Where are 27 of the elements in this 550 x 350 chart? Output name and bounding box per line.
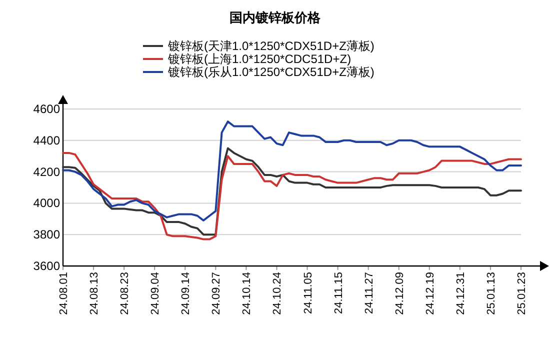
legend-label: 镀锌板(天津1.0*1250*CDX51D+Z薄板)	[167, 39, 374, 53]
y-tick-label: 4000	[33, 196, 60, 210]
x-tick-label: 25.01.13	[485, 272, 498, 315]
y-tick-label: 3600	[33, 259, 60, 273]
x-tick-label: 24.09.14	[180, 272, 192, 315]
x-tick-label: 25.01.23	[516, 272, 528, 315]
x-tick-label: 24.12.31	[454, 272, 467, 315]
x-tick-label: 24.08.23	[119, 272, 132, 315]
x-tick-label: 24.08.13	[88, 272, 101, 315]
x-tick-label: 24.11.05	[302, 272, 314, 314]
y-tick-label: 4600	[33, 102, 60, 116]
legend-label: 镀锌板(上海1.0*1250*CDC51D+Z)	[167, 52, 352, 66]
x-tick-label: 24.09.04	[150, 272, 162, 315]
x-tick-label: 24.11.15	[332, 272, 345, 314]
y-tick-label: 3800	[33, 228, 60, 242]
y-tick-label: 4400	[33, 133, 60, 148]
x-tick-label: 24.10.14	[241, 272, 254, 315]
chart-title: 国内镀锌板价格	[230, 10, 322, 25]
x-tick-label: 24.08.01	[58, 272, 70, 315]
x-tick-label: 24.11.27	[363, 272, 376, 314]
x-tick-label: 24.09.27	[210, 272, 223, 315]
legend-label: 镀锌板(乐从1.0*1250*CDX51D+Z薄板)	[167, 65, 374, 79]
x-tick-label: 24.12.19	[424, 272, 436, 315]
line-series	[62, 120, 522, 222]
x-tick-label: 24.12.09	[394, 272, 406, 315]
y-tick-label: 4200	[33, 164, 60, 179]
x-tick-label: 24.10.24	[272, 272, 284, 315]
